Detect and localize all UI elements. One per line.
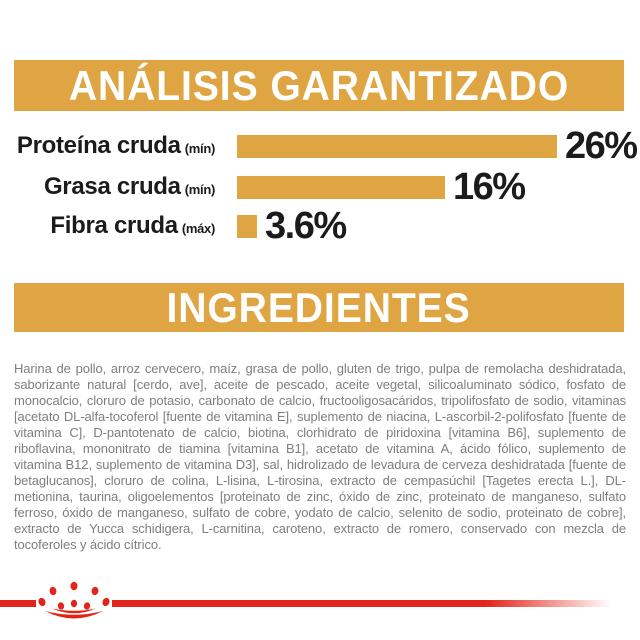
nutrient-qualifier: (mín) xyxy=(184,182,216,197)
chart-row-fat: Grasa cruda (mín) 16% xyxy=(0,166,640,208)
nutrient-value: 3.6% xyxy=(265,204,347,247)
nutrient-value: 26% xyxy=(565,124,638,167)
nutrient-qualifier: (mín) xyxy=(184,141,216,156)
nutrient-bar xyxy=(237,214,257,238)
guaranteed-analysis-header: ANÁLISIS GARANTIZADO xyxy=(14,60,624,111)
crown-dot xyxy=(91,586,99,596)
guaranteed-analysis-title: ANÁLISIS GARANTIZADO xyxy=(68,61,570,109)
royal-canin-crown-logo xyxy=(38,581,110,619)
crown-dot xyxy=(57,602,65,610)
crown-arc-outer xyxy=(45,611,103,619)
nutrient-bar xyxy=(237,134,557,158)
nutrient-label: Fibra cruda (máx) xyxy=(0,212,215,240)
crown-arc-inner xyxy=(52,608,96,614)
crown-dot xyxy=(70,581,78,591)
chart-row-protein: Proteína cruda (mín) 26% xyxy=(0,125,640,167)
nutrient-value: 16% xyxy=(453,165,526,208)
crown-dot xyxy=(83,602,91,610)
nutrient-name: Grasa cruda xyxy=(43,173,181,200)
nutrient-label: Grasa cruda (mín) xyxy=(0,173,215,201)
crown-dot xyxy=(70,599,78,608)
nutrient-bar xyxy=(237,175,445,199)
footer-red-line-right xyxy=(112,600,632,607)
crown-dot xyxy=(102,597,110,607)
ingredients-header: INGREDIENTES xyxy=(14,283,624,332)
nutrient-label: Proteína cruda (mín) xyxy=(0,132,215,160)
nutrient-name: Proteína cruda xyxy=(16,132,181,159)
footer-red-line-left xyxy=(0,600,36,607)
crown-dot xyxy=(49,586,57,596)
ingredients-title: INGREDIENTES xyxy=(166,283,472,331)
crown-dot xyxy=(38,597,46,607)
nutrient-name: Fibra cruda xyxy=(50,212,178,239)
nutrient-qualifier: (máx) xyxy=(181,221,215,236)
ingredients-text: Harina de pollo, arroz cervecero, maíz, … xyxy=(14,361,626,552)
chart-row-fiber: Fibra cruda (máx) 3.6% xyxy=(0,205,640,247)
